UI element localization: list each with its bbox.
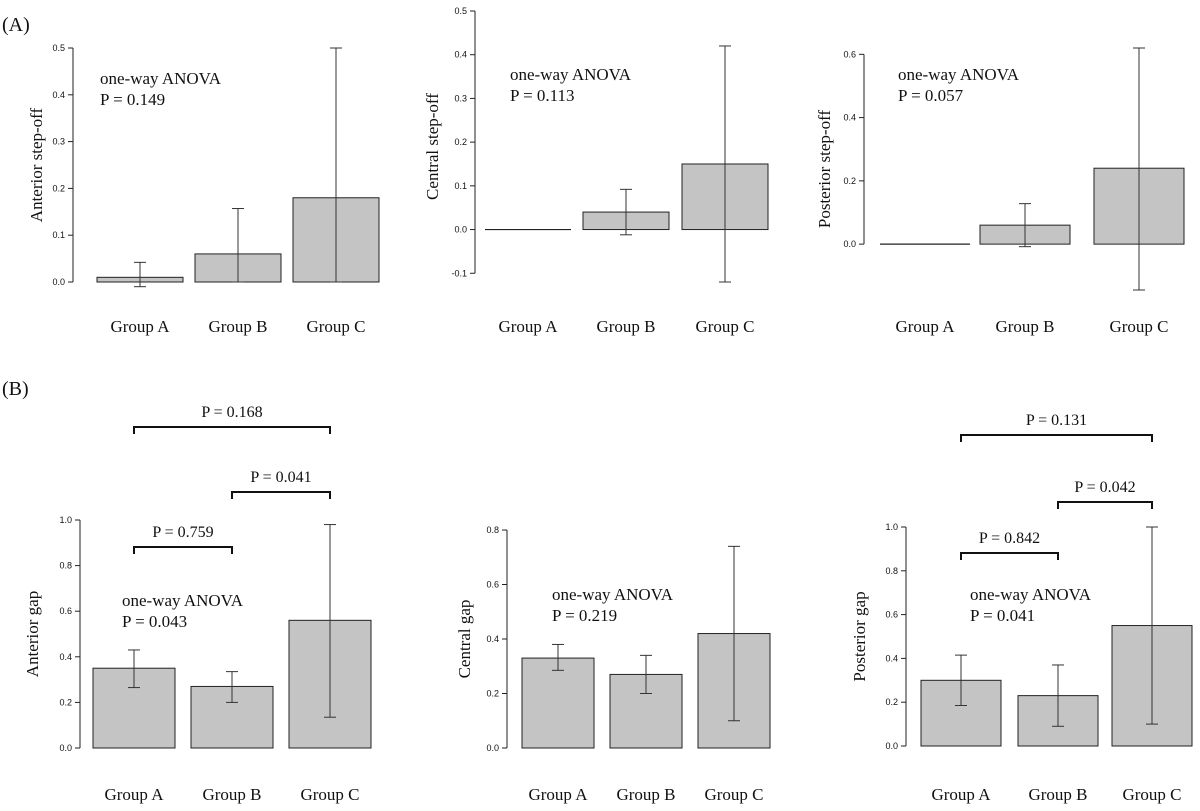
- chart-b2-anova-text: one-way ANOVA: [552, 585, 674, 604]
- chart-a2-ytick-label: -0.1: [451, 268, 467, 278]
- chart-b2-ytick-label: 0.8: [486, 525, 499, 535]
- chart-b1-significance-bracket: [133, 546, 233, 554]
- chart-b3-ylabel: Posterior gap: [850, 591, 869, 681]
- chart-b1-ytick-label: 1.0: [59, 515, 72, 525]
- chart-b3-ytick-label: 1.0: [885, 522, 898, 532]
- chart-a2-ytick-label: 0.3: [454, 93, 467, 103]
- chart-b3-ytick-label: 0.4: [885, 653, 898, 663]
- chart-b2-ylabel: Central gap: [455, 600, 474, 679]
- chart-b3-anova-text: one-way ANOVA: [970, 585, 1092, 604]
- chart-a3-ylabel: Posterior step-off: [815, 110, 834, 229]
- chart-a3-category-label: Group A: [895, 317, 955, 336]
- chart-b3-ytick-label: 0.2: [885, 697, 898, 707]
- chart-a2-ylabel: Central step-off: [423, 93, 442, 200]
- chart-b3-bracket-label: P = 0.042: [1074, 479, 1135, 496]
- chart-a3-anova-text: P = 0.057: [898, 86, 964, 105]
- chart-a1-ytick-label: 0.2: [52, 183, 65, 193]
- chart-b1-category-label: Group C: [300, 785, 359, 804]
- chart-a2-ytick-label: 0.0: [454, 225, 467, 235]
- chart-a2-ytick-label: 0.5: [454, 6, 467, 16]
- chart-b2-anova-text: P = 0.219: [552, 606, 617, 625]
- chart-b1-bracket-label: P = 0.041: [250, 469, 311, 486]
- chart-a1-category-label: Group B: [208, 317, 267, 336]
- chart-a2-ytick-label: 0.2: [454, 137, 467, 147]
- chart-a3-ytick-label: 0.2: [843, 176, 856, 186]
- chart-b1-significance-bracket: [133, 426, 331, 434]
- chart-b1-ylabel: Anterior gap: [23, 591, 42, 677]
- chart-a2-category-label: Group B: [596, 317, 655, 336]
- chart-b2-ytick-label: 0.4: [486, 634, 499, 644]
- chart-b1-ytick-label: 0.6: [59, 606, 72, 616]
- chart-a1-ytick-label: 0.4: [52, 90, 65, 100]
- chart-b1-ytick-label: 0.8: [59, 561, 72, 571]
- chart-b3-category-label: Group B: [1028, 785, 1087, 804]
- chart-a1-ytick-label: 0.5: [52, 43, 65, 53]
- chart-a1-ytick-label: 0.1: [52, 230, 65, 240]
- chart-b1-significance-bracket: [231, 491, 331, 499]
- chart-b2-ytick-label: 0.0: [486, 743, 499, 753]
- chart-a2-ytick-label: 0.1: [454, 181, 467, 191]
- chart-b2-ytick-label: 0.6: [486, 580, 499, 590]
- chart-b3-anova-text: P = 0.041: [970, 606, 1035, 625]
- chart-b3-category-label: Group A: [931, 785, 991, 804]
- chart-b3-ytick-label: 0.6: [885, 610, 898, 620]
- chart-b1-ytick-label: 0.0: [59, 743, 72, 753]
- chart-b1-anova-text: P = 0.043: [122, 612, 187, 631]
- chart-b2-category-label: Group A: [528, 785, 588, 804]
- chart-b1-bracket-label: P = 0.759: [152, 524, 213, 541]
- chart-b1-anova-text: one-way ANOVA: [122, 591, 244, 610]
- panel-b-label: (B): [2, 378, 29, 400]
- chart-b3-significance-bracket: [960, 552, 1059, 560]
- chart-b2-bar: [521, 657, 595, 749]
- chart-a1-category-label: Group C: [306, 317, 365, 336]
- chart-b3-bracket-label: P = 0.842: [979, 530, 1040, 547]
- chart-a3-ytick-label: 0.6: [843, 49, 856, 59]
- chart-a3-ytick-label: 0.4: [843, 113, 856, 123]
- chart-b3-ytick-label: 0.0: [885, 741, 898, 751]
- chart-b3-category-label: Group C: [1122, 785, 1181, 804]
- chart-a2-category-label: Group A: [498, 317, 558, 336]
- chart-a3-category-label: Group C: [1109, 317, 1168, 336]
- chart-a1-ytick-label: 0.0: [52, 277, 65, 287]
- chart-b1-ytick-label: 0.2: [59, 697, 72, 707]
- chart-a1-ylabel: Anterior step-off: [27, 107, 46, 222]
- chart-b3-significance-bracket: [1057, 501, 1153, 509]
- chart-b3-significance-bracket: [960, 434, 1153, 442]
- chart-b3-bracket-label: P = 0.131: [1026, 412, 1087, 429]
- chart-a2-category-label: Group C: [695, 317, 754, 336]
- chart-a2-anova-text: P = 0.113: [510, 86, 575, 105]
- chart-b1-category-label: Group B: [202, 785, 261, 804]
- chart-b1-category-label: Group A: [104, 785, 164, 804]
- panel-a-label: (A): [2, 14, 30, 36]
- chart-a1-category-label: Group A: [110, 317, 170, 336]
- chart-a1-anova-text: one-way ANOVA: [100, 69, 222, 88]
- chart-a3-category-label: Group B: [995, 317, 1054, 336]
- chart-b2-ytick-label: 0.2: [486, 689, 499, 699]
- chart-b3-ytick-label: 0.8: [885, 566, 898, 576]
- chart-b1-bracket-label: P = 0.168: [201, 404, 262, 421]
- chart-b2-category-label: Group C: [704, 785, 763, 804]
- chart-a1-anova-text: P = 0.149: [100, 90, 165, 109]
- chart-a3-ytick-label: 0.0: [843, 239, 856, 249]
- chart-b2-category-label: Group B: [616, 785, 675, 804]
- chart-a2-ytick-label: 0.4: [454, 50, 467, 60]
- chart-a3-anova-text: one-way ANOVA: [898, 65, 1020, 84]
- chart-b1-ytick-label: 0.4: [59, 652, 72, 662]
- chart-a2-anova-text: one-way ANOVA: [510, 65, 632, 84]
- chart-a1-ytick-label: 0.3: [52, 137, 65, 147]
